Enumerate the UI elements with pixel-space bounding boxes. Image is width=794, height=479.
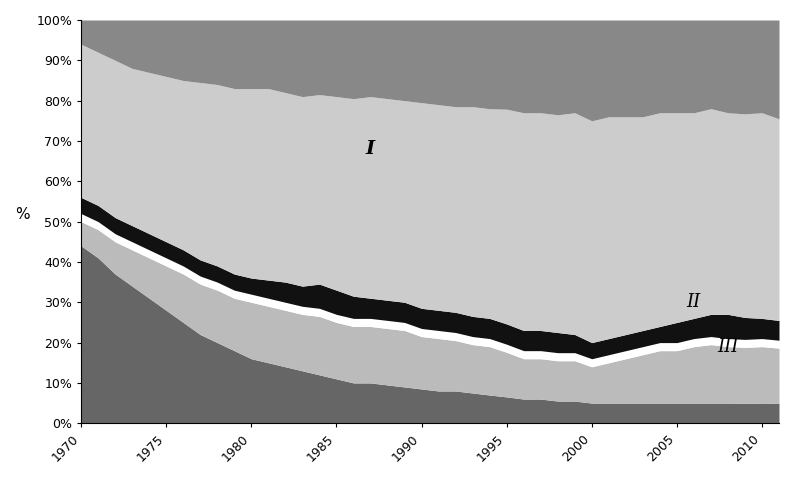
Text: III: III xyxy=(717,338,738,355)
Y-axis label: %: % xyxy=(15,206,29,222)
Text: II: II xyxy=(687,293,701,311)
Text: I: I xyxy=(366,140,375,158)
